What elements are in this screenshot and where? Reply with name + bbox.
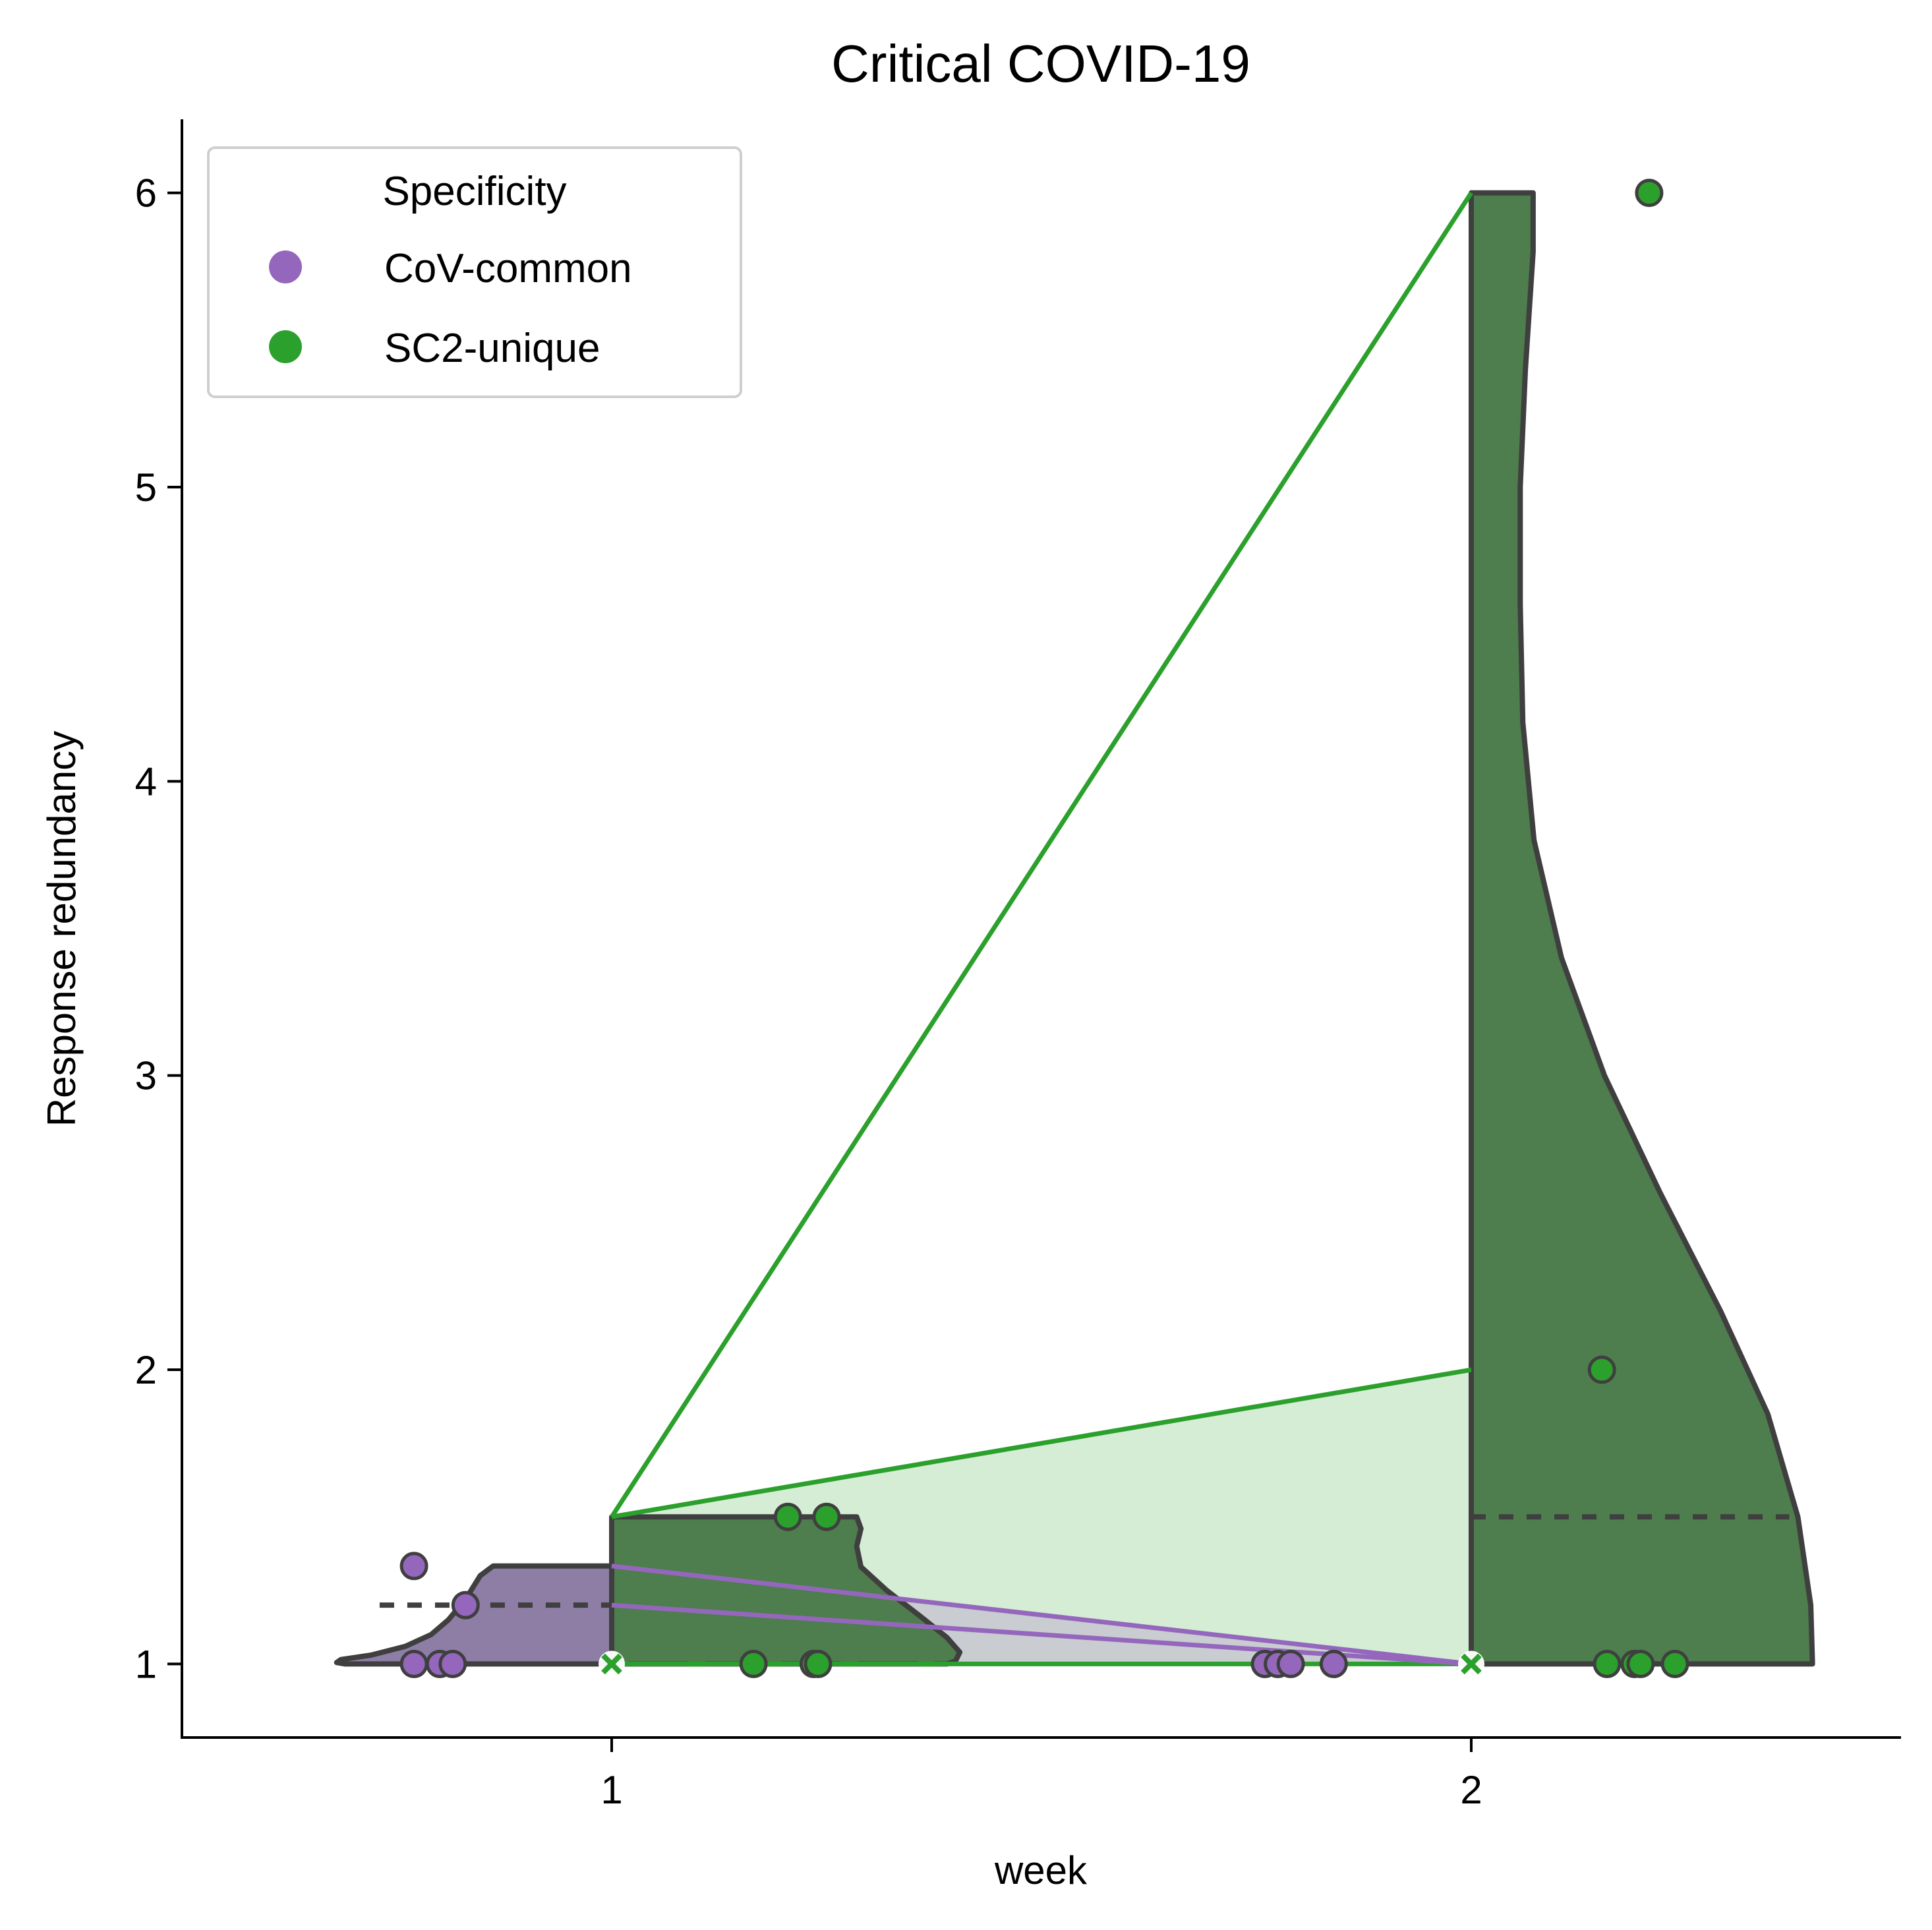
paired-line-sc2-unique (611, 1367, 1472, 1519)
x-tick-label: 1 (600, 1768, 622, 1812)
point-cov-common (1276, 1649, 1305, 1678)
legend-label-cov-common: CoV-common (384, 246, 632, 291)
mean-markers (599, 1651, 1484, 1678)
y-tick-label: 3 (135, 1054, 157, 1098)
legend-label-sc2-unique: SC2-unique (384, 326, 600, 371)
point-sc2-unique (739, 1649, 768, 1678)
legend-title: Specificity (382, 169, 566, 214)
point-sc2-unique (812, 1502, 841, 1531)
point-sc2-unique (773, 1502, 802, 1531)
point-sc2-unique (1635, 179, 1664, 208)
legend: Specificity CoV-common SC2-unique (207, 146, 742, 398)
legend-entry-cov-common: CoV-common (269, 246, 632, 291)
point-cov-common (451, 1591, 480, 1620)
y-tick-label: 6 (135, 171, 157, 216)
mean-marker-sc2-unique (1461, 1653, 1482, 1675)
data-points (399, 179, 1689, 1678)
x-axis-label: week (994, 1848, 1088, 1892)
y-tick-label: 2 (135, 1348, 157, 1392)
chart-title: Critical COVID-19 (831, 34, 1250, 93)
point-sc2-unique (1593, 1649, 1622, 1678)
point-cov-common (399, 1649, 428, 1678)
legend-entry-sc2-unique: SC2-unique (269, 326, 600, 371)
plot-area (334, 179, 1815, 1678)
legend-marker-cov-common (269, 250, 302, 283)
mean-marker-sc2-unique (601, 1653, 622, 1675)
point-cov-common (438, 1649, 467, 1678)
y-tick-label: 1 (135, 1642, 157, 1686)
legend-frame (207, 146, 742, 398)
point-cov-common (1319, 1649, 1348, 1678)
y-axis-label: Response redundancy (40, 731, 84, 1126)
point-sc2-unique (1626, 1649, 1655, 1678)
point-cov-common (399, 1552, 428, 1581)
point-sc2-unique (1587, 1355, 1616, 1384)
violin-sc2-unique-week2 (1469, 190, 1815, 1667)
y-tick-label: 4 (135, 759, 157, 804)
point-sc2-unique (804, 1649, 833, 1678)
x-tick-label: 2 (1460, 1768, 1482, 1812)
paired-line-sc2-unique (610, 191, 1473, 1519)
paired-line-cov-common (611, 1564, 1472, 1666)
y-axis: 1 2 3 4 5 6 (135, 119, 183, 1738)
y-tick-label: 5 (135, 465, 157, 510)
legend-marker-sc2-unique (269, 330, 302, 363)
point-sc2-unique (1660, 1649, 1689, 1678)
